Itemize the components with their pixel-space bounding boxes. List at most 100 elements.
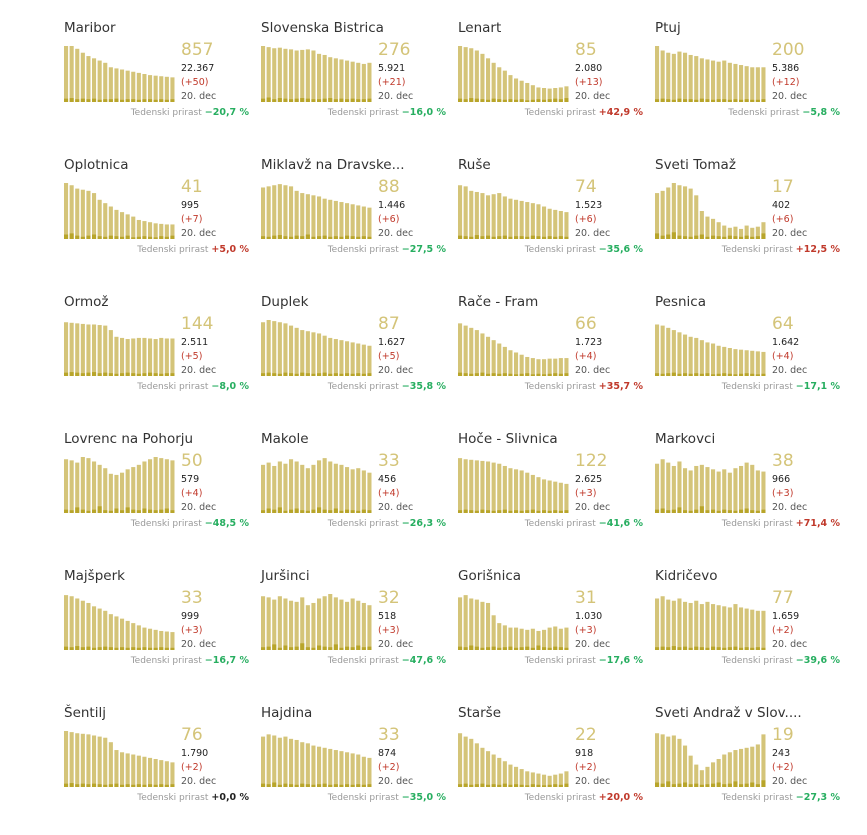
active-cases-bar bbox=[136, 464, 141, 513]
municipality-card[interactable]: Ormož 144 2.511 (+5) 20. dec Tedenski prirast… bbox=[64, 294, 249, 424]
weekly-growth-label: Tedenski prirast bbox=[137, 245, 209, 255]
daily-cases-bar bbox=[322, 646, 327, 650]
active-cases-bar bbox=[727, 472, 732, 513]
daily-cases-bar bbox=[80, 647, 85, 650]
weekly-growth: Tedenski prirast +5,0 % bbox=[137, 244, 249, 255]
municipality-card[interactable]: Rače - Fram 66 1.723 (+4) 20. dec Tedenski pr… bbox=[458, 294, 643, 424]
daily-cases-bar bbox=[311, 509, 316, 513]
active-cases-bar bbox=[64, 595, 69, 650]
active-cases-bar bbox=[733, 468, 738, 513]
total-cases: 1.659 bbox=[772, 611, 800, 622]
weekly-growth: Tedenski prirast +12,5 % bbox=[722, 244, 840, 255]
active-cases-bar bbox=[744, 747, 749, 787]
weekly-growth: Tedenski prirast −35,0 % bbox=[328, 792, 446, 803]
active-cases-count: 200 bbox=[772, 40, 805, 60]
municipality-card[interactable]: Maribor 857 22.367 (+50) 20. dec Tedenski pri… bbox=[64, 20, 249, 150]
weekly-growth: Tedenski prirast −41,6 % bbox=[525, 518, 643, 529]
trend-bar-chart bbox=[458, 323, 569, 376]
daily-cases-bar bbox=[508, 236, 513, 239]
daily-cases-bar bbox=[683, 236, 688, 239]
active-cases-bar bbox=[345, 203, 350, 239]
municipality-card[interactable]: Šentilj 76 1.790 (+2) 20. dec Tedenski priras… bbox=[64, 705, 249, 835]
active-cases-bar bbox=[317, 598, 322, 650]
municipality-card[interactable]: Sveti Andraž v Slov.... 19 243 (+2) 20. dec T… bbox=[655, 705, 840, 835]
municipality-card[interactable]: Oplotnica 41 995 (+7) 20. dec Tedenski priras… bbox=[64, 157, 249, 287]
municipality-card[interactable]: Starše 22 918 (+2) 20. dec Tedenski prirast +2… bbox=[458, 705, 643, 835]
active-cases-bar bbox=[722, 60, 727, 102]
municipality-name: Sveti Andraž v Slov.... bbox=[655, 705, 802, 721]
municipality-card[interactable]: Pesnica 64 1.642 (+4) 20. dec Tedenski priras… bbox=[655, 294, 840, 424]
active-cases-bar bbox=[164, 224, 169, 239]
municipality-card[interactable]: Gorišnica 31 1.030 (+3) 20. dec Tedenski prir… bbox=[458, 568, 643, 698]
active-cases-bar bbox=[722, 606, 727, 650]
active-cases-count: 74 bbox=[575, 177, 597, 197]
weekly-growth-label: Tedenski prirast bbox=[130, 108, 202, 118]
active-cases-bar bbox=[317, 460, 322, 513]
daily-cases-bar bbox=[688, 647, 693, 650]
municipality-card[interactable]: Duplek 87 1.627 (+5) 20. dec Tedenski prirast… bbox=[261, 294, 446, 424]
daily-cases-bar bbox=[486, 235, 491, 239]
municipality-card[interactable]: Makole 33 456 (+4) 20. dec Tedenski prirast −2… bbox=[261, 431, 446, 561]
municipality-card[interactable]: Ptuj 200 5.386 (+12) 20. dec Tedenski prirast… bbox=[655, 20, 840, 150]
daily-cases-bar bbox=[350, 784, 355, 787]
active-cases-bar bbox=[92, 58, 97, 102]
active-cases-bar bbox=[519, 80, 524, 102]
active-cases-bar bbox=[716, 61, 721, 102]
daily-cases-bar bbox=[458, 784, 463, 787]
active-cases-bar bbox=[519, 470, 524, 513]
daily-cases-bar bbox=[671, 99, 676, 102]
active-cases-bar bbox=[333, 597, 338, 650]
daily-cases-bar bbox=[311, 373, 316, 376]
daily-cases-bar bbox=[694, 235, 699, 239]
active-cases-bar bbox=[350, 61, 355, 102]
active-cases-bar bbox=[727, 607, 732, 650]
municipality-card[interactable]: Sveti Tomaž 17 402 (+6) 20. dec Tedenski prir… bbox=[655, 157, 840, 287]
active-cases-bar bbox=[322, 458, 327, 513]
daily-cases-bar bbox=[356, 510, 361, 513]
daily-cases-bar bbox=[333, 373, 338, 376]
daily-cases-bar bbox=[339, 784, 344, 787]
daily-cases-bar bbox=[491, 784, 496, 787]
municipality-card[interactable]: Hoče - Slivnica 122 2.625 (+3) 20. dec Tedens… bbox=[458, 431, 643, 561]
daily-cases-bar bbox=[311, 647, 316, 650]
active-cases-bar bbox=[289, 325, 294, 376]
daily-cases-bar bbox=[142, 647, 147, 650]
active-cases-bar bbox=[131, 623, 136, 650]
daily-cases-bar bbox=[671, 509, 676, 513]
active-cases-bar bbox=[261, 187, 266, 239]
daily-cases-bar bbox=[69, 647, 74, 650]
daily-cases-bar bbox=[744, 99, 749, 102]
daily-cases-bar bbox=[272, 373, 277, 376]
daily-cases-bar bbox=[463, 99, 468, 102]
daily-cases-bar bbox=[75, 646, 80, 650]
active-cases-bar bbox=[519, 354, 524, 376]
municipality-card[interactable]: Lovrenc na Pohorju 50 579 (+4) 20. dec Tedens… bbox=[64, 431, 249, 561]
active-cases-bar bbox=[361, 344, 366, 376]
municipality-card[interactable]: Miklavž na Dravske... 88 1.446 (+6) 20. dec T… bbox=[261, 157, 446, 287]
municipality-card[interactable]: Hajdina 33 874 (+2) 20. dec Tedenski prirast −… bbox=[261, 705, 446, 835]
active-cases-bar bbox=[317, 746, 322, 787]
active-cases-bar bbox=[103, 737, 108, 787]
daily-cases-bar bbox=[508, 784, 513, 787]
trend-bar-chart bbox=[261, 734, 372, 787]
daily-cases-bar bbox=[688, 99, 693, 102]
active-cases-count: 22 bbox=[575, 725, 597, 745]
active-cases-bar bbox=[469, 459, 474, 513]
municipality-card[interactable]: Slovenska Bistrica 276 5.921 (+21) 20. dec Te… bbox=[261, 20, 446, 150]
total-cases: 1.790 bbox=[181, 748, 209, 759]
municipality-card[interactable]: Ruše 74 1.523 (+6) 20. dec Tedenski prirast −3… bbox=[458, 157, 643, 287]
active-cases-bar bbox=[80, 189, 85, 239]
daily-cases-bar bbox=[75, 235, 80, 239]
active-cases-bar bbox=[491, 462, 496, 513]
municipality-card[interactable]: Lenart 85 2.080 (+13) 20. dec Tedenski priras… bbox=[458, 20, 643, 150]
active-cases-bar bbox=[705, 601, 710, 650]
daily-cases-bar bbox=[92, 234, 97, 239]
municipality-card[interactable]: Juršinci 32 518 (+3) 20. dec Tedenski prirast… bbox=[261, 568, 446, 698]
active-cases-bar bbox=[739, 349, 744, 376]
active-cases-bar bbox=[497, 463, 502, 513]
municipality-card[interactable]: Majšperk 33 999 (+3) 20. dec Tedenski prirast… bbox=[64, 568, 249, 698]
municipality-card[interactable]: Markovci 38 966 (+3) 20. dec Tedenski prirast… bbox=[655, 431, 840, 561]
daily-cases-bar bbox=[660, 508, 665, 513]
daily-cases-bar bbox=[345, 646, 350, 650]
municipality-card[interactable]: Kidričevo 77 1.659 (+2) 20. dec Tedenski prir… bbox=[655, 568, 840, 698]
